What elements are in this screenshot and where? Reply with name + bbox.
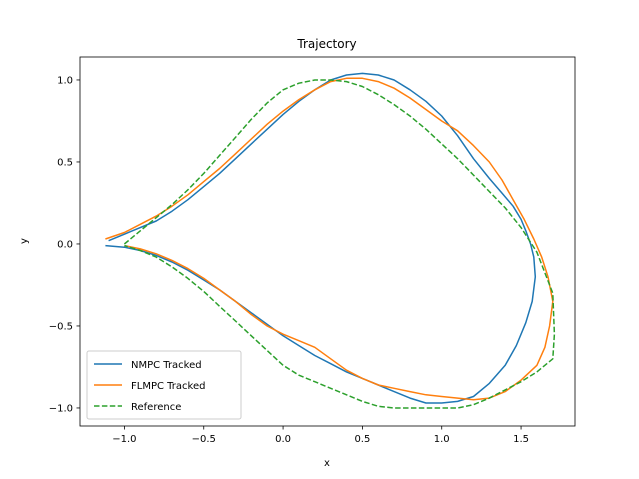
x-axis: −1.0 −0.5 0.0 0.5 1.0 1.5 <box>112 426 529 445</box>
legend-label-2: Reference <box>131 402 181 413</box>
chart-title: Trajectory <box>296 37 356 51</box>
series-line-1 <box>105 77 554 401</box>
legend: NMPC Tracked FLMPC Tracked Reference <box>86 350 242 420</box>
series-line-0 <box>105 72 537 404</box>
plot-frame <box>79 56 576 427</box>
legend-box <box>86 350 242 420</box>
x-tick-label: 0.5 <box>354 434 370 445</box>
y-tick-label: 0.5 <box>57 157 73 168</box>
x-tick-label: 1.0 <box>434 434 450 445</box>
x-axis-label: x <box>324 458 330 469</box>
y-tick-label: −1.0 <box>49 403 73 414</box>
x-tick-label: −1.0 <box>112 434 136 445</box>
x-tick-label: −0.5 <box>192 434 216 445</box>
y-tick-label: −0.5 <box>49 321 73 332</box>
legend-label-1: FLMPC Tracked <box>131 381 205 392</box>
y-tick-label: 0.0 <box>57 239 73 250</box>
y-axis-label: y <box>19 238 30 244</box>
legend-label-0: NMPC Tracked <box>131 360 202 371</box>
y-axis: −1.0 −0.5 0.0 0.5 1.0 <box>49 75 80 414</box>
series-line-2 <box>123 79 556 409</box>
y-tick-label: 1.0 <box>57 75 73 86</box>
x-tick-label: 0.0 <box>275 434 291 445</box>
plot-area <box>105 72 556 409</box>
x-tick-label: 1.5 <box>513 434 529 445</box>
